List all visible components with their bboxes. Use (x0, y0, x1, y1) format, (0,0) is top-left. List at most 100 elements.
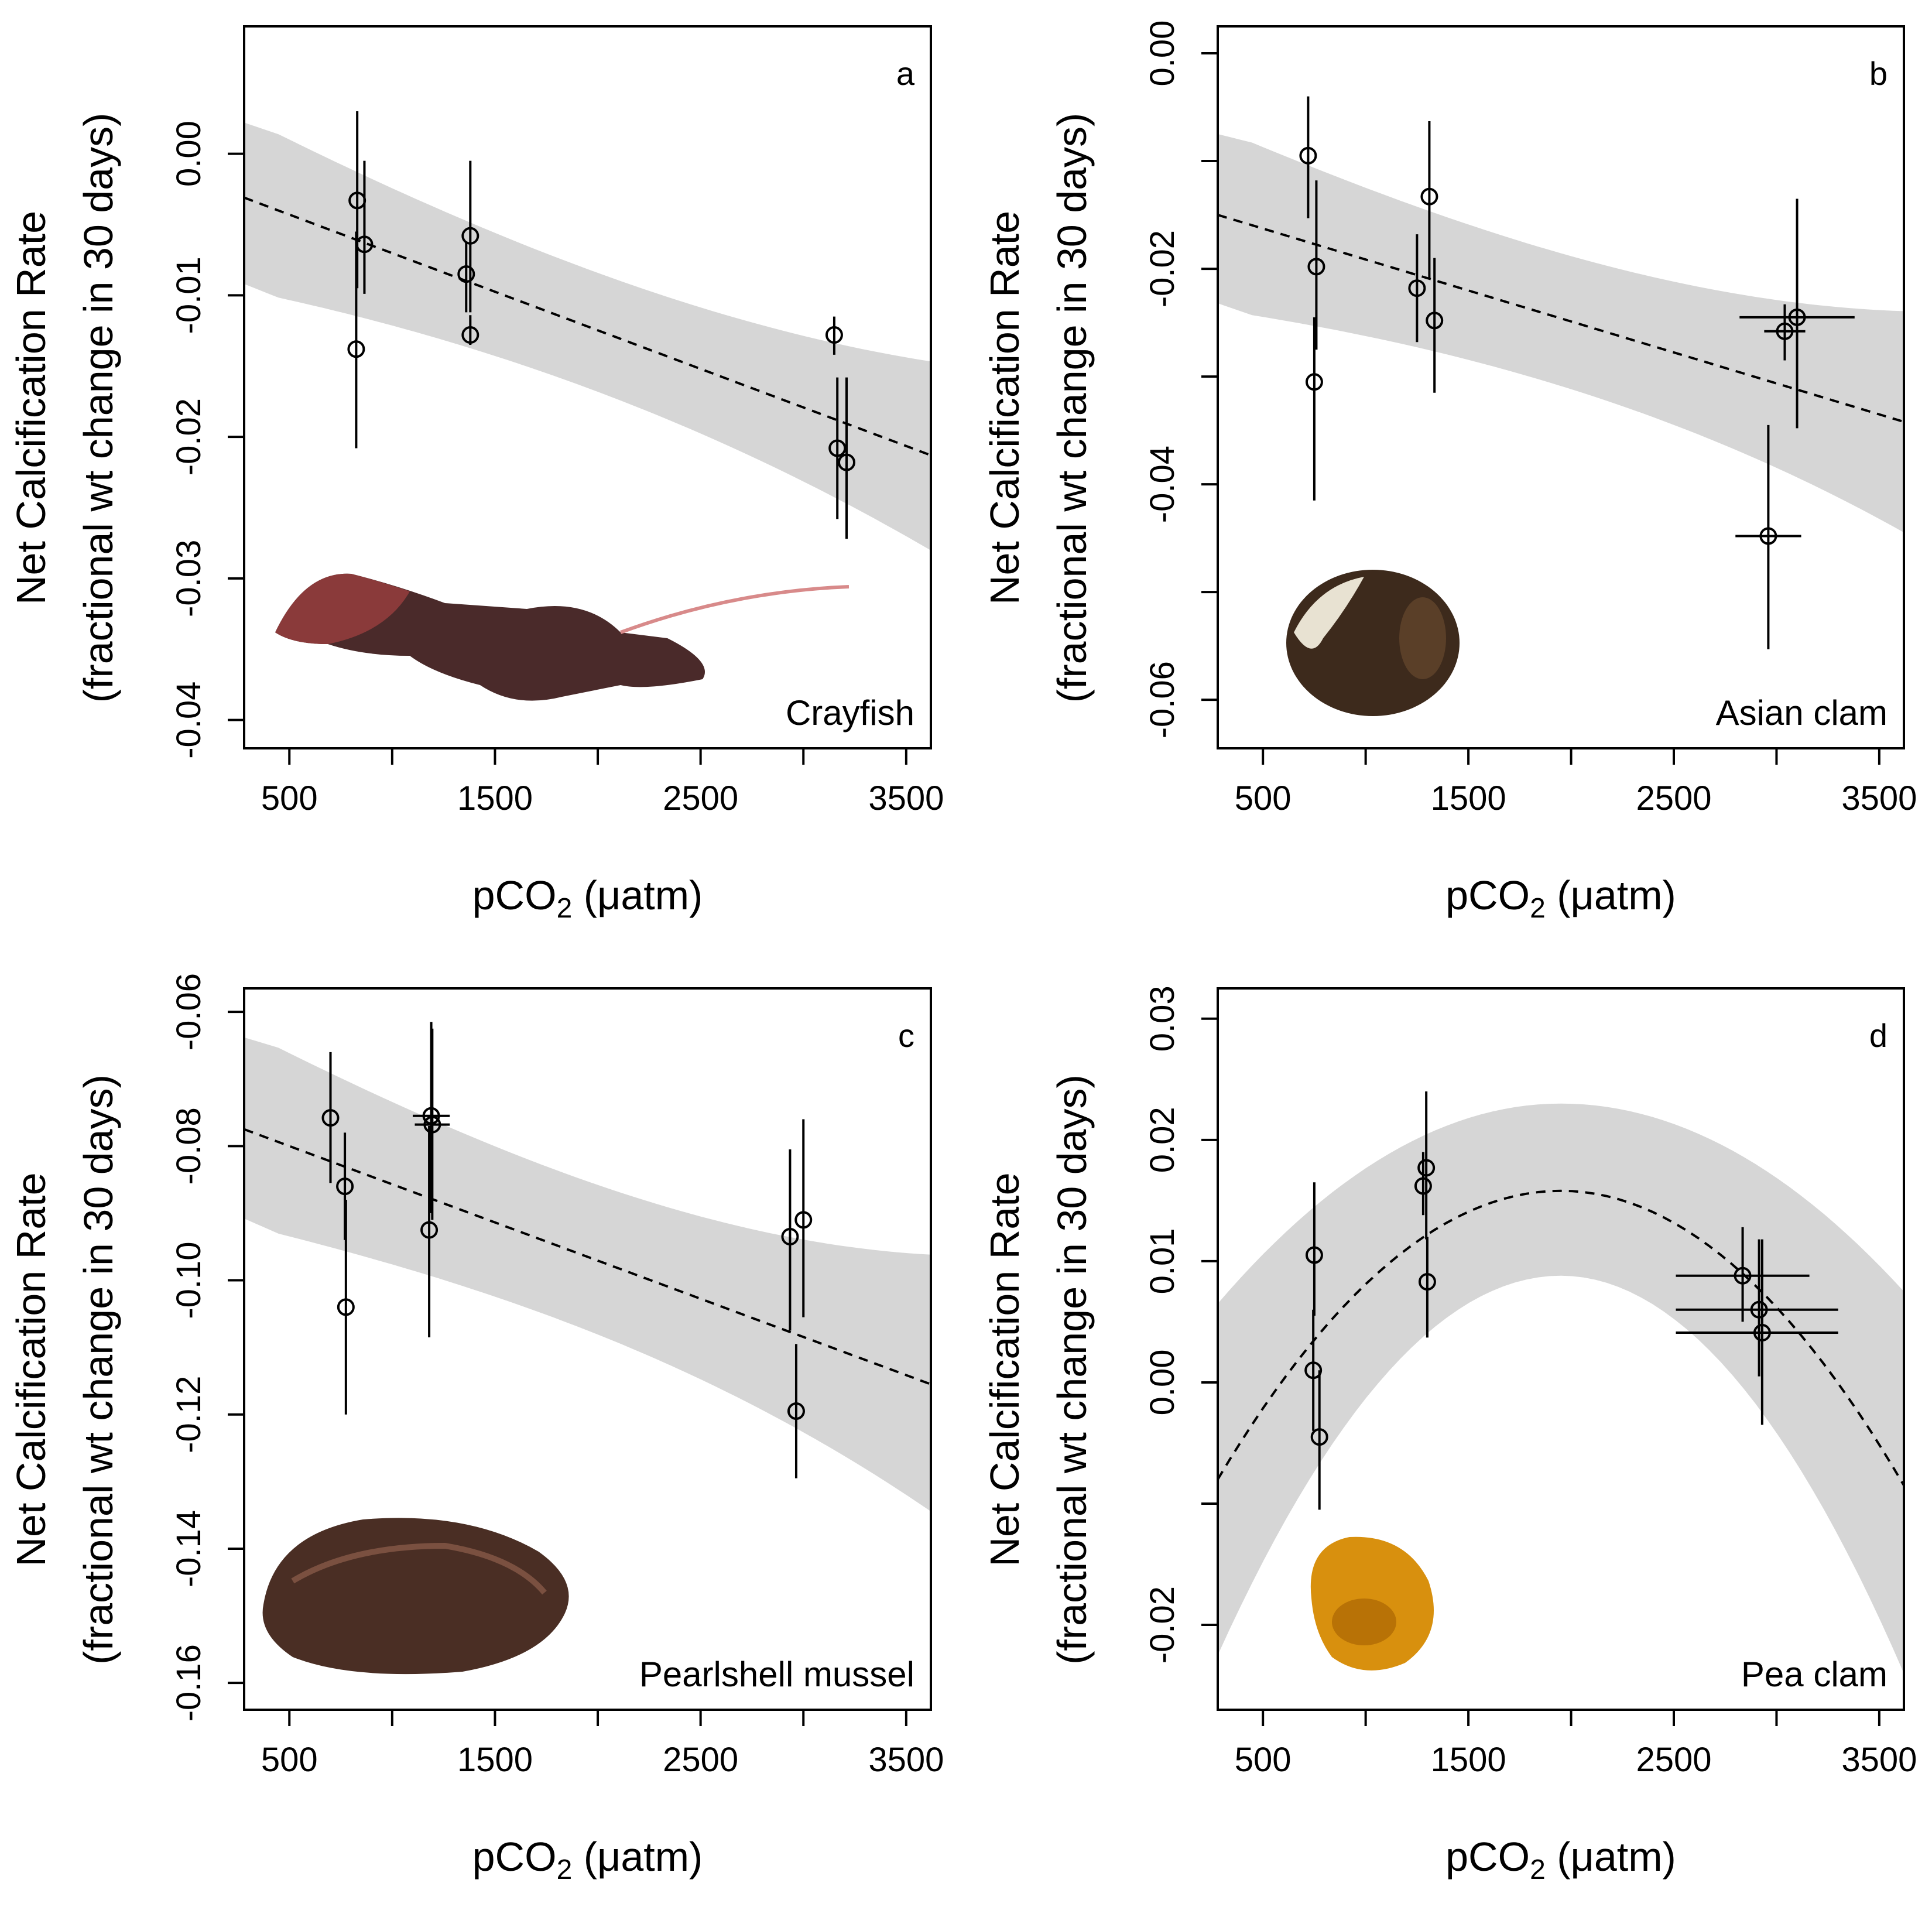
x-tick-label: 500 (1235, 779, 1292, 817)
y-tick-label: 0.00 (1143, 1349, 1181, 1415)
data-point (1307, 258, 1325, 276)
fit-line (1218, 1189, 1904, 1486)
data-point (321, 1109, 340, 1127)
x-tick-label: 2500 (1636, 1741, 1711, 1779)
data-point (1753, 1324, 1771, 1342)
data-point (781, 1228, 799, 1246)
x-tick-label: 1500 (457, 1741, 533, 1779)
panel-label: d (1869, 1017, 1888, 1054)
panel-label: a (896, 55, 915, 92)
panel-d: 500 1500 2500 3500 0.03 0.02 0.01 0.00 -0.02 d Pea… (982, 985, 1917, 1885)
y-tick-label: -0.03 (170, 540, 208, 617)
data-point (838, 453, 856, 471)
data-point (1408, 279, 1426, 297)
x-tick-label: 500 (1235, 1741, 1292, 1779)
x-axis-title: pCO2 (μatm) (472, 1834, 703, 1885)
confidence-band (244, 1037, 931, 1512)
y-axis-title: Net Calcification Rate (982, 1172, 1027, 1566)
data-point (1305, 373, 1323, 391)
y-axis-subtitle: (fractional wt change in 30 days) (76, 1074, 121, 1665)
y-axis-title: Net Calcification Rate (8, 1172, 54, 1566)
x-tick-label: 3500 (868, 1741, 944, 1779)
crayfish-photo (275, 573, 849, 701)
y-axis-subtitle: (fractional wt change in 30 days) (1049, 113, 1095, 703)
x-axis-title: pCO2 (μatm) (1445, 1834, 1676, 1885)
data-point (1304, 1361, 1323, 1380)
plot-frame (243, 987, 932, 1711)
data-point (347, 340, 365, 358)
data-point (461, 227, 479, 245)
panel-label: c (898, 1017, 914, 1054)
y-tick-label: 0.01 (1143, 1228, 1181, 1294)
y-axis-subtitle: (fractional wt change in 30 days) (1049, 1074, 1095, 1665)
data-point (1417, 1159, 1436, 1177)
data-point (1734, 1267, 1752, 1285)
data-point (825, 326, 843, 344)
data-point (1759, 527, 1777, 545)
data-point (457, 265, 475, 283)
y-tick-label: -0.14 (170, 1510, 208, 1587)
y-tick-label: -0.04 (170, 682, 208, 759)
x-tick-label: 2500 (663, 1741, 738, 1779)
data-point (1418, 1273, 1436, 1291)
plot-frame (1217, 987, 1905, 1711)
data-point (1426, 312, 1444, 330)
x-tick-label: 1500 (1431, 1741, 1506, 1779)
fit-line (1218, 214, 1904, 423)
y-tick-label: 0.02 (1143, 1107, 1181, 1173)
data-point (1750, 1300, 1768, 1319)
y-tick-label: -0.02 (170, 398, 208, 475)
species-label: Asian clam (1716, 693, 1888, 732)
data-point (420, 1221, 439, 1239)
data-point (423, 1115, 441, 1134)
plot-frame (1217, 25, 1905, 749)
species-label: Pea clam (1741, 1655, 1888, 1694)
plot-frame (243, 25, 932, 749)
x-tick-label: 2500 (663, 779, 738, 817)
x-tick-label: 3500 (868, 779, 944, 817)
data-point (787, 1402, 805, 1420)
x-tick-label: 1500 (1431, 779, 1506, 817)
x-axis-title: pCO2 (μatm) (1445, 872, 1676, 924)
data-point (828, 439, 847, 457)
species-label: Pearlshell mussel (639, 1655, 914, 1694)
y-tick-label: 0.03 (1143, 985, 1181, 1052)
x-axis-title: pCO2 (μatm) (472, 872, 703, 924)
y-tick-label: -0.06 (170, 973, 208, 1050)
data-point (794, 1211, 813, 1229)
y-tick-label: -0.16 (170, 1644, 208, 1721)
y-tick-label: -0.12 (170, 1376, 208, 1453)
panel-label: b (1869, 55, 1888, 92)
y-tick-label: -0.10 (170, 1241, 208, 1319)
data-point (1299, 146, 1317, 165)
x-tick-label: 2500 (1636, 779, 1711, 817)
data-point (1788, 308, 1806, 326)
confidence-band (1218, 134, 1904, 533)
data-point (1305, 1246, 1323, 1264)
y-axis-title: Net Calcification Rate (8, 211, 54, 605)
x-tick-label: 3500 (1841, 1741, 1917, 1779)
x-tick-label: 500 (261, 779, 318, 817)
panel-b: 500 1500 2500 3500 0.00 -0.02 -0.04 -0.06 b Asian… (982, 20, 1917, 924)
asian-clam-photo (1286, 570, 1460, 716)
y-axis-subtitle: (fractional wt change in 30 days) (76, 113, 121, 703)
x-tick-label: 500 (261, 1741, 318, 1779)
y-tick-label: -0.02 (1143, 1586, 1181, 1663)
confidence-band (244, 122, 931, 550)
data-point (1420, 187, 1438, 206)
data-point (1310, 1428, 1328, 1446)
panel-c: 500 1500 2500 3500 -0.06 -0.08 -0.10 -0.12 -0.14… (8, 973, 944, 1885)
data-point (461, 326, 479, 344)
y-tick-label: -0.01 (170, 256, 208, 334)
data-point (1776, 322, 1794, 340)
y-tick-label: -0.06 (1143, 661, 1181, 738)
data-point (1414, 1177, 1432, 1195)
fit-line (244, 1128, 931, 1386)
data-point (337, 1298, 355, 1316)
species-label: Crayfish (786, 693, 914, 732)
pearlshell-mussel-photo (262, 1518, 569, 1675)
x-tick-label: 1500 (457, 779, 533, 817)
y-tick-label: 0.00 (1143, 20, 1181, 87)
